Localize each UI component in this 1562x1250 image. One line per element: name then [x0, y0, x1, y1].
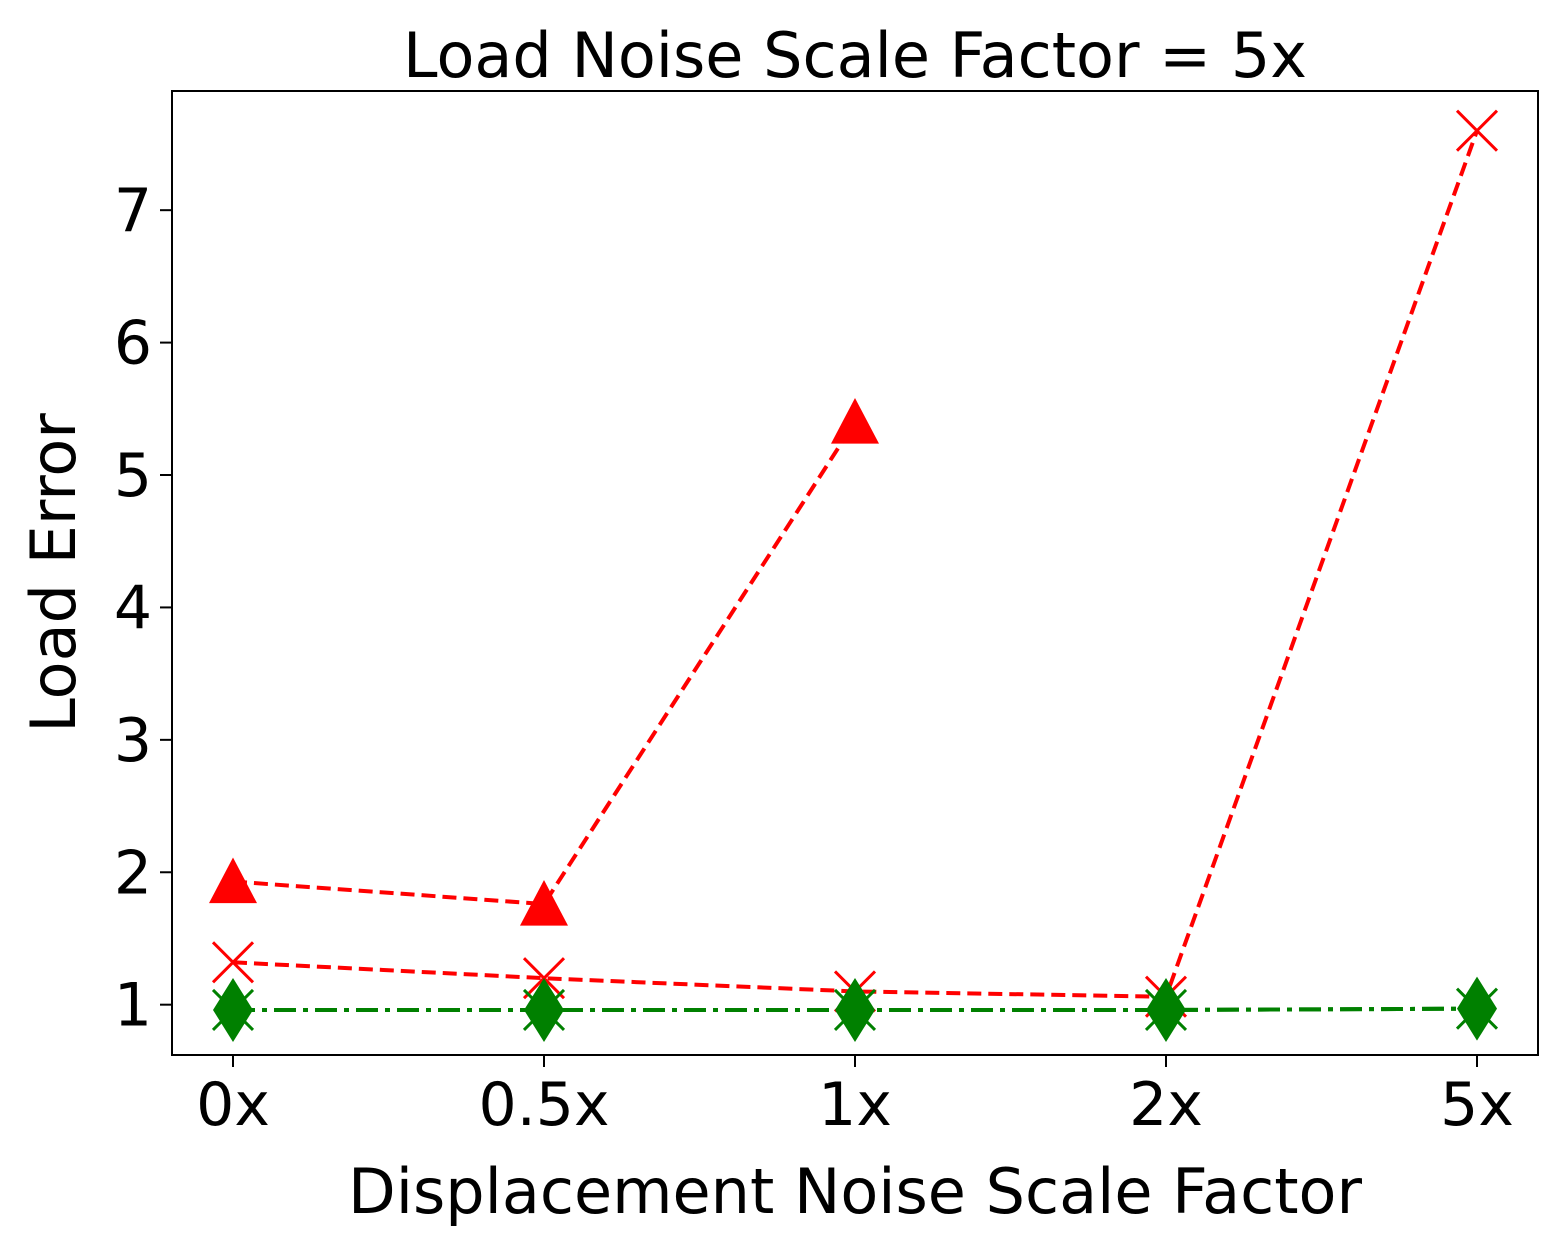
- y-tick-label: 2: [114, 838, 152, 908]
- data-point-diamond: [1457, 976, 1497, 1041]
- data-point-x: [211, 941, 255, 984]
- series-2: [211, 109, 1499, 1018]
- data-point-diamond: [213, 977, 253, 1042]
- y-tick-label: 4: [114, 573, 152, 643]
- x-tick-label: 0.5x: [479, 1070, 610, 1140]
- x-axis-label: Displacement Noise Scale Factor: [348, 1155, 1362, 1228]
- data-point-diamond: [1146, 977, 1186, 1042]
- data-point-diamond: [524, 977, 564, 1042]
- x-tick-label: 1x: [818, 1070, 892, 1140]
- x-tick-label: 5x: [1440, 1070, 1514, 1140]
- series-line: [232, 130, 1479, 999]
- series-4: [213, 976, 1497, 1042]
- y-tick-label: 7: [114, 176, 152, 246]
- y-axis-label: Load Error: [17, 413, 90, 733]
- series-1: [209, 398, 879, 926]
- data-point-triangle: [209, 857, 257, 904]
- chart-title: Load Noise Scale Factor = 5x: [403, 19, 1307, 92]
- y-tick-label: 3: [114, 706, 152, 776]
- data-point-triangle: [520, 880, 568, 926]
- series-line: [232, 420, 857, 907]
- y-tick-label: 6: [114, 309, 152, 379]
- plot-area: [171, 90, 1539, 1056]
- data-point-triangle: [831, 398, 879, 444]
- x-tick-label: 0x: [196, 1070, 270, 1140]
- data-point-x: [1455, 109, 1499, 152]
- data-point-diamond: [835, 977, 875, 1042]
- y-tick-label: 1: [114, 971, 152, 1041]
- y-tick-label: 5: [114, 441, 152, 511]
- x-tick-label: 2x: [1129, 1070, 1203, 1140]
